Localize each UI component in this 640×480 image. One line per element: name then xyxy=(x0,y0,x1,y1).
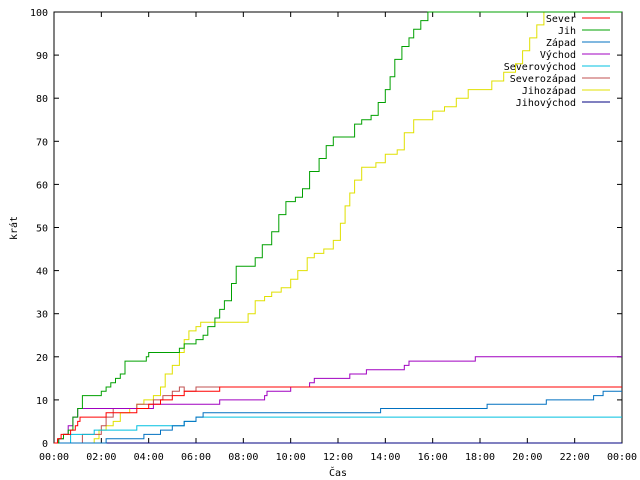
series-lines xyxy=(54,11,622,444)
x-tick-label: 18:00 xyxy=(465,452,495,463)
x-axis-label: Čas xyxy=(329,466,347,479)
y-tick-label: 30 xyxy=(36,310,48,321)
x-tick-label: 14:00 xyxy=(370,452,400,463)
legend-label: Severovýchod xyxy=(504,61,576,73)
y-tick-label: 100 xyxy=(30,8,48,19)
x-tick-label: 16:00 xyxy=(418,452,448,463)
series-line-6 xyxy=(54,386,622,444)
y-tick-label: 20 xyxy=(36,353,48,364)
x-tick-label: 08:00 xyxy=(228,452,258,463)
legend-label: Východ xyxy=(540,49,576,61)
y-tick-label: 40 xyxy=(36,267,48,278)
x-tick-label: 22:00 xyxy=(560,452,590,463)
y-tick-label: 50 xyxy=(36,224,48,235)
x-tick-label: 02:00 xyxy=(86,452,116,463)
y-tick-label: 70 xyxy=(36,137,48,148)
legend-label: Sever xyxy=(546,14,576,25)
series-line-4 xyxy=(54,356,622,444)
legend-label: Jihovýchod xyxy=(516,97,576,109)
legend-label: Jih xyxy=(558,26,576,37)
x-tick-label: 04:00 xyxy=(134,452,164,463)
legend-label: Severozápad xyxy=(510,73,576,85)
y-tick-label: 80 xyxy=(36,94,48,105)
y-tick-label: 0 xyxy=(42,439,48,450)
y-tick-label: 60 xyxy=(36,180,48,191)
y-tick-label: 10 xyxy=(36,396,48,407)
x-tick-label: 00:00 xyxy=(607,452,637,463)
x-tick-label: 12:00 xyxy=(323,452,353,463)
legend: SeverJihZápadVýchodSeverovýchodSeverozáp… xyxy=(504,14,610,109)
x-tick-label: 20:00 xyxy=(512,452,542,463)
series-line-3 xyxy=(54,390,622,444)
x-tick-label: 06:00 xyxy=(181,452,211,463)
y-axis-label: krát xyxy=(8,216,20,240)
tick-labels: 0 10 20 30 40 50 60 70 80 90 100 00:00 02:00 04:00 06:… xyxy=(30,8,637,463)
series-line-7 xyxy=(54,11,622,444)
legend-label: Západ xyxy=(546,37,576,49)
legend-label: Jihozápad xyxy=(522,85,576,97)
x-tick-label: 10:00 xyxy=(276,452,306,463)
series-line-2 xyxy=(54,11,622,444)
x-tick-label: 00:00 xyxy=(39,452,69,463)
series-line-1 xyxy=(54,386,622,444)
y-tick-label: 90 xyxy=(36,51,48,62)
